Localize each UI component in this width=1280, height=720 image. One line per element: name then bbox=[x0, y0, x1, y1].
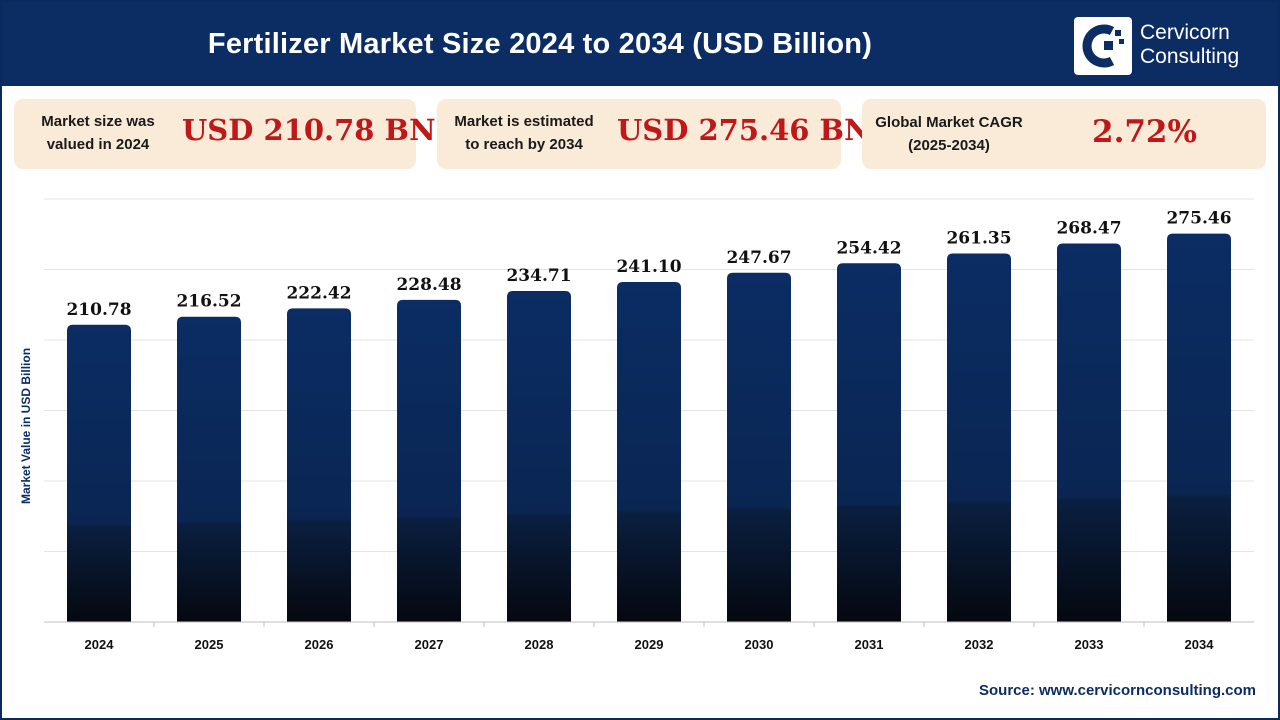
x-tick-label: 2027 bbox=[415, 637, 444, 652]
stat-value: 2.72% bbox=[1092, 114, 1197, 150]
bar-value-label: 247.67 bbox=[726, 248, 791, 268]
stat-label-line-2: valued in 2024 bbox=[46, 136, 150, 153]
x-tick-label: 2031 bbox=[855, 637, 884, 652]
bar bbox=[837, 263, 901, 622]
stat-label-line-2: to reach by 2034 bbox=[465, 136, 583, 153]
logo-line-2: Consulting bbox=[1140, 45, 1240, 68]
y-axis-label: Market Value in USD Billion bbox=[19, 348, 33, 504]
stat-label: Market size was valued in 2024 bbox=[28, 110, 168, 156]
stat-label-line-1: Market is estimated bbox=[454, 113, 594, 130]
bar-value-label: 275.46 bbox=[1166, 209, 1231, 229]
bar bbox=[67, 324, 131, 622]
stat-value: USD 275.46 BN bbox=[617, 113, 871, 147]
x-axis-tick-labels: 2024 2025 2026 2027 2028 2029 2030 2031 2032 2033… bbox=[85, 622, 1215, 652]
bar-value-label: 228.48 bbox=[396, 275, 461, 295]
bar bbox=[727, 272, 791, 622]
x-tick-label: 2029 bbox=[635, 637, 664, 652]
header-bar: Fertilizer Market Size 2024 to 2034 (USD… bbox=[2, 2, 1278, 86]
stat-value: USD 210.78 BN bbox=[182, 113, 436, 147]
x-tick-label: 2030 bbox=[745, 637, 774, 652]
brand-logo: Cervicorn Consulting bbox=[1074, 17, 1264, 75]
logo-icon bbox=[1074, 17, 1132, 75]
x-tick-label: 2033 bbox=[1075, 637, 1104, 652]
bar-value-label: 268.47 bbox=[1056, 218, 1121, 238]
stat-card-cagr: Global Market CAGR (2025-2034) 2.72% bbox=[862, 99, 1266, 169]
stat-label-line-1: Market size was bbox=[41, 113, 155, 130]
bar-value-label: 261.35 bbox=[946, 228, 1011, 248]
bar-value-label: 216.52 bbox=[176, 292, 241, 312]
logo-line-1: Cervicorn bbox=[1140, 21, 1230, 44]
stat-card-market-2034: Market is estimated to reach by 2034 USD… bbox=[437, 99, 871, 169]
x-tick-label: 2028 bbox=[525, 637, 554, 652]
stat-label: Market is estimated to reach by 2034 bbox=[443, 110, 605, 156]
value-labels: 210.78 216.52 222.42 228.48 234.71 241.10 247.… bbox=[66, 209, 1231, 320]
bar-value-label: 234.71 bbox=[506, 266, 571, 286]
page-title: Fertilizer Market Size 2024 to 2034 (USD… bbox=[207, 28, 873, 60]
bar-value-label: 222.42 bbox=[286, 283, 351, 303]
x-tick-label: 2026 bbox=[305, 637, 334, 652]
x-tick-label: 2025 bbox=[195, 637, 224, 652]
bar bbox=[287, 308, 351, 622]
bar bbox=[507, 291, 571, 622]
bar-value-label: 254.42 bbox=[836, 238, 901, 258]
bar bbox=[1057, 243, 1121, 622]
stat-card-market-2024: Market size was valued in 2024 USD 210.7… bbox=[14, 99, 436, 169]
bar bbox=[177, 316, 241, 622]
bar-value-label: 241.10 bbox=[616, 257, 681, 277]
bar bbox=[397, 299, 461, 622]
stat-label-line-1: Global Market CAGR bbox=[875, 114, 1023, 131]
stat-label: Global Market CAGR (2025-2034) bbox=[874, 111, 1024, 157]
x-tick-label: 2024 bbox=[85, 637, 115, 652]
x-tick-label: 2032 bbox=[965, 637, 994, 652]
bar bbox=[617, 282, 681, 622]
bar bbox=[947, 253, 1011, 622]
stat-label-line-2: (2025-2034) bbox=[908, 137, 990, 154]
bar bbox=[1167, 233, 1231, 623]
bar-value-label: 210.78 bbox=[66, 300, 131, 320]
bars bbox=[67, 233, 1231, 623]
logo-wordmark: Cervicorn Consulting bbox=[1140, 21, 1239, 69]
source-note: Source: www.cervicornconsulting.com bbox=[978, 682, 1256, 699]
x-tick-label: 2034 bbox=[1185, 637, 1215, 652]
